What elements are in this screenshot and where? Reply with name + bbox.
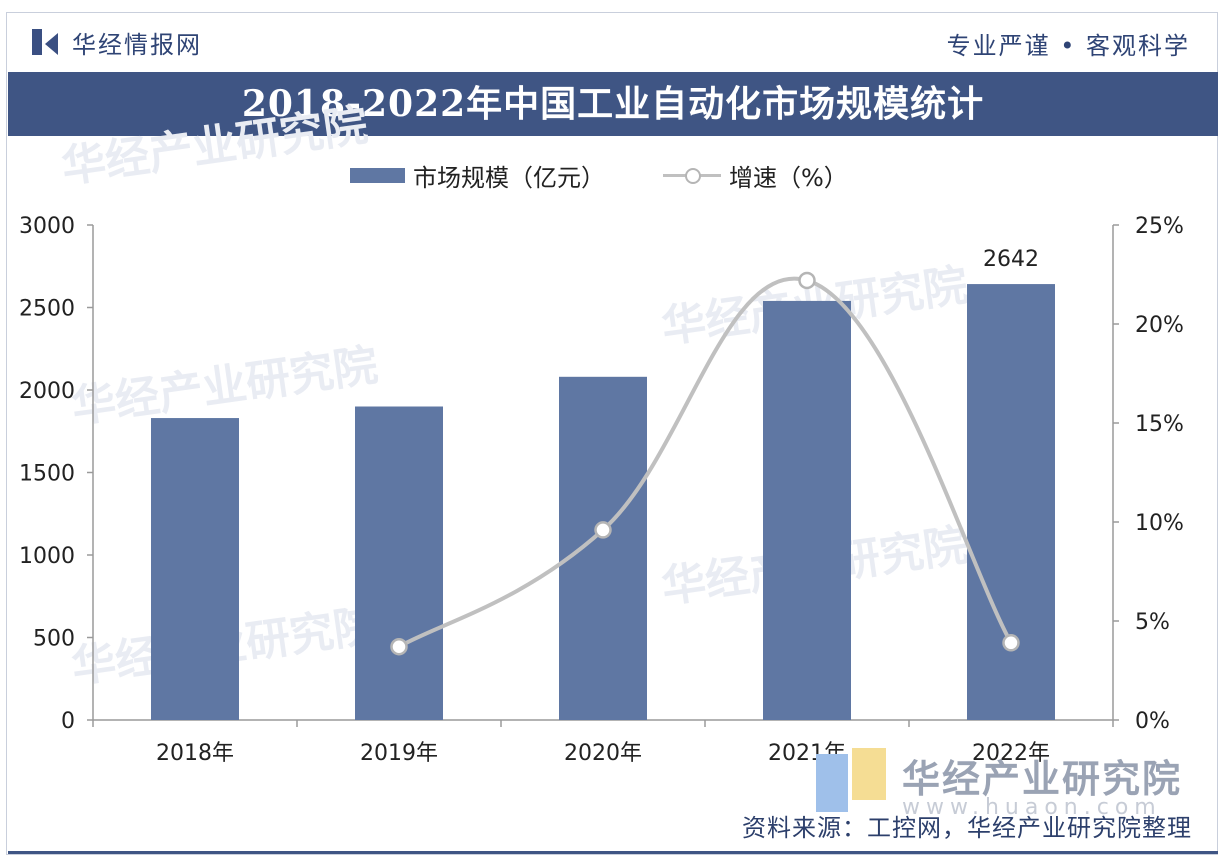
y-left-tick-label: 2000 [19, 379, 75, 404]
footer-url: www.huaon.com [902, 795, 1162, 820]
growth-point [594, 521, 612, 539]
title-bar: 2018-2022年中国工业自动化市场规模统计 [8, 72, 1218, 136]
data-label: 2642 [983, 247, 1039, 272]
bar [559, 376, 647, 720]
bar [967, 284, 1055, 720]
x-tick-label: 2018年 [156, 741, 234, 766]
bar [151, 418, 239, 720]
y-left-tick-label: 2500 [19, 297, 75, 322]
growth-point [798, 271, 816, 290]
y-right-tick-label: 5% [1135, 610, 1170, 635]
slogan: 专业严谨 • 客观科学 [946, 32, 1190, 60]
y-right-tick-label: 10% [1135, 511, 1184, 536]
y-right-tick-label: 0% [1135, 709, 1170, 734]
footer-bar [8, 851, 1218, 854]
x-tick-label: 2022年 [972, 741, 1050, 766]
y-left-tick-label: 1000 [19, 544, 75, 569]
y-left-tick-label: 0 [61, 709, 75, 734]
bar [355, 406, 443, 720]
brand-logo-icon [32, 29, 60, 55]
footer-brand: 华经产业研究院 [902, 757, 1183, 801]
growth-point [390, 637, 408, 656]
bar [763, 300, 851, 720]
growth-point [1002, 634, 1020, 652]
x-tick-label: 2019年 [360, 741, 438, 766]
x-tick-label: 2020年 [564, 741, 642, 766]
y-left-tick-label: 500 [33, 627, 75, 652]
chart-title: 2018-2022年中国工业自动化市场规模统计 [241, 83, 985, 125]
brand-name: 华经情报网 [72, 30, 202, 59]
y-right-tick-label: 25% [1135, 214, 1184, 239]
brand: 华经情报网 [32, 22, 202, 62]
y-right-tick-label: 20% [1135, 313, 1184, 338]
y-left-tick-label: 1500 [19, 462, 75, 487]
legend-label-bar: 市场规模（亿元） [413, 163, 605, 192]
y-right-tick-label: 15% [1135, 412, 1184, 437]
legend-bar-swatch [350, 167, 405, 183]
growth-line [398, 276, 1013, 649]
legend: 市场规模（亿元） 增速（%） [350, 160, 848, 192]
source-note: 资料来源：工控网，华经产业研究院整理 [742, 814, 1192, 842]
y-left-tick-label: 3000 [19, 214, 75, 239]
legend-label-line: 增速（%） [729, 163, 848, 192]
legend-line-swatch [663, 165, 721, 185]
footer-logo-icon [816, 748, 886, 812]
